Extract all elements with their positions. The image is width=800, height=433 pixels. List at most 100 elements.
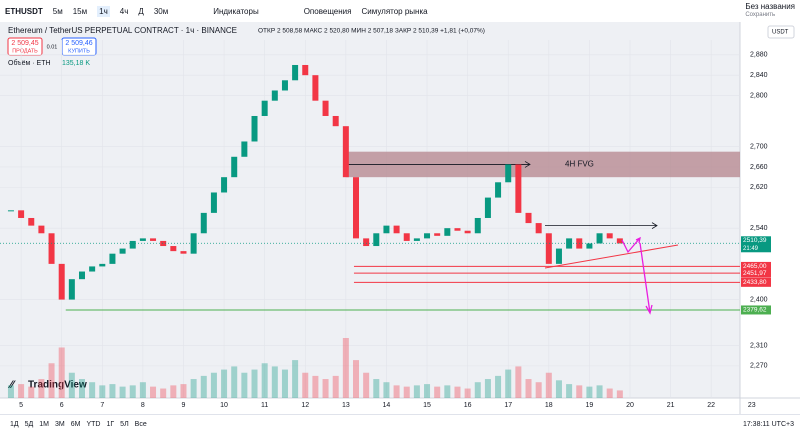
- range[interactable]: Все: [134, 420, 147, 428]
- volume-bar: [292, 360, 299, 398]
- volume-bar: [586, 386, 593, 398]
- symbol[interactable]: ETHUSDT: [5, 6, 43, 16]
- candle: [545, 233, 552, 264]
- buy-price: 2 509,46: [65, 40, 92, 47]
- price-axis: [740, 22, 800, 414]
- candle: [38, 225, 45, 234]
- currency: USDT: [772, 30, 789, 36]
- y-tick-label: 2,840: [750, 72, 768, 79]
- x-tick-label: 15: [423, 402, 431, 409]
- volume-bar: [413, 385, 420, 398]
- volume-bar: [241, 372, 248, 398]
- range[interactable]: 6М: [70, 420, 81, 428]
- x-tick-label: 23: [748, 402, 756, 409]
- candle: [150, 238, 157, 241]
- clock: 17:38:11 UTC+3: [742, 420, 794, 428]
- candle: [393, 225, 400, 234]
- legend-title: Ethereum / TetherUS PERPETUAL CONTRACT ·…: [8, 26, 237, 35]
- range[interactable]: 1М: [39, 420, 50, 428]
- volume-bar: [596, 385, 603, 398]
- volume-bar: [424, 384, 431, 398]
- volume-bar: [160, 388, 167, 398]
- replay[interactable]: Симулятор рынка: [361, 6, 428, 16]
- volume-bar: [545, 372, 552, 398]
- range[interactable]: 1Д: [10, 420, 19, 428]
- fvg-label: 4H FVG: [565, 160, 594, 169]
- candle: [434, 233, 441, 236]
- volume-bar: [515, 366, 522, 398]
- candle: [505, 164, 512, 183]
- candle: [78, 271, 85, 280]
- interval[interactable]: 15м: [72, 6, 88, 16]
- currency-button[interactable]: [767, 25, 795, 39]
- level-tag: [741, 277, 771, 287]
- volume-bar: [210, 372, 217, 398]
- x-tick-label: 20: [626, 402, 634, 409]
- y-tick-label: 2,660: [750, 164, 768, 171]
- volume-bar: [48, 363, 55, 398]
- volume-bar: [616, 390, 623, 398]
- x-tick-label: 18: [545, 402, 553, 409]
- range[interactable]: 1Г: [106, 420, 115, 428]
- interval[interactable]: 4ч: [119, 6, 129, 16]
- logo: ⁄⁄: [7, 379, 16, 391]
- candle: [200, 212, 207, 234]
- candle: [58, 263, 65, 300]
- alerts[interactable]: Оповещения: [303, 6, 352, 16]
- y-tick-label: 2,270: [750, 363, 768, 370]
- candle: [596, 233, 603, 244]
- volume-bar: [484, 379, 491, 398]
- volume-bar: [190, 379, 197, 398]
- volume-bar: [474, 382, 481, 398]
- volume-bar: [566, 384, 573, 398]
- volume-bar: [68, 372, 75, 398]
- layout[interactable]: Без названия Сохранить: [745, 2, 795, 20]
- range[interactable]: 3М: [55, 420, 65, 428]
- candle: [495, 182, 502, 198]
- candle: [586, 243, 593, 249]
- candle: [616, 238, 623, 244]
- candle: [373, 233, 380, 247]
- x-tick-label: 8: [141, 402, 145, 409]
- y-tick-label: 2,880: [750, 52, 768, 59]
- y-tick-label: 2,700: [750, 143, 768, 150]
- volume-bar: [434, 386, 441, 398]
- volume-bar: [281, 369, 288, 398]
- save[interactable]: Сохранить: [745, 12, 776, 18]
- bottom-bar: 1Д 5Д 1М 3М 6М YTD 1Г 5Л Все 17:38:11 UT…: [0, 414, 800, 433]
- volume-bar: [495, 375, 502, 398]
- volume-bar: [271, 366, 278, 398]
- volume-bar: [180, 384, 187, 398]
- candle: [464, 230, 471, 234]
- candle: [352, 177, 359, 239]
- interval[interactable]: 5м: [52, 6, 63, 16]
- volume-bar: [576, 385, 583, 398]
- volume-bar: [221, 369, 228, 398]
- interval[interactable]: 30м: [153, 6, 169, 16]
- volume-bar: [454, 386, 461, 398]
- plot-bg: [0, 22, 740, 398]
- volume-bar: [302, 372, 309, 398]
- interval[interactable]: Д: [138, 6, 144, 16]
- x-tick-label: 9: [182, 402, 186, 409]
- volume-bar: [28, 386, 35, 398]
- candle: [363, 238, 370, 247]
- interval[interactable]: 1ч: [97, 5, 110, 17]
- volume-bar: [200, 375, 207, 398]
- indicators[interactable]: Индикаторы: [213, 6, 259, 16]
- sell-label: ПРОДАТЬ: [12, 48, 38, 54]
- candle: [555, 248, 562, 264]
- level-label: 2451,97: [743, 270, 767, 277]
- candle: [7, 210, 14, 212]
- range[interactable]: 5Л: [120, 420, 129, 428]
- volume-bar: [535, 382, 542, 398]
- volume-bar: [332, 375, 339, 398]
- candle: [383, 225, 390, 234]
- candle: [68, 279, 75, 300]
- candle: [119, 248, 126, 254]
- candle: [424, 233, 431, 239]
- candle: [566, 238, 573, 249]
- range[interactable]: 5Д: [24, 420, 34, 428]
- range[interactable]: YTD: [86, 420, 101, 428]
- volume-bar: [373, 379, 380, 398]
